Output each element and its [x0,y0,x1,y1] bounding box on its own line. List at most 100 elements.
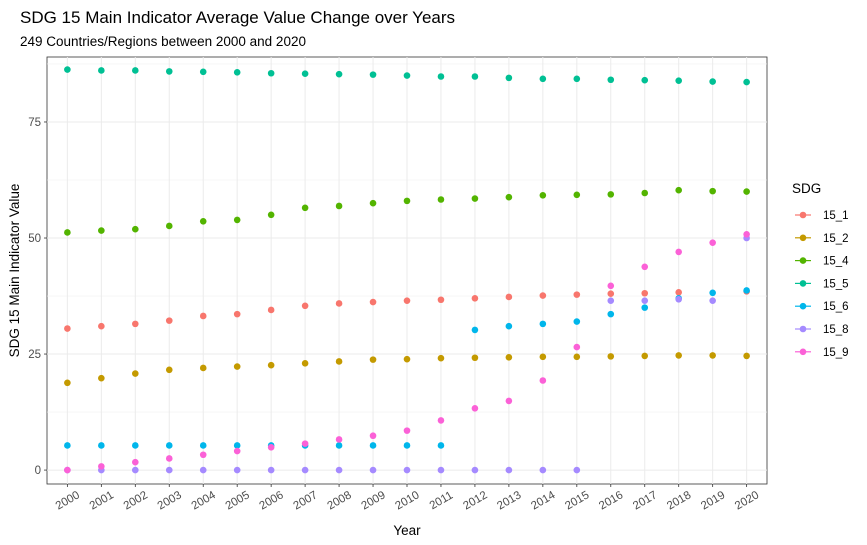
point-15_9 [539,377,547,384]
chart-subtitle: 249 Countries/Regions between 2000 and 2… [20,34,306,49]
point-15_5 [233,69,241,76]
point-15_1 [641,289,649,297]
point-15_2 [675,352,682,359]
point-15_1 [335,300,343,307]
point-15_8 [437,466,445,474]
point-15_5 [199,68,207,76]
point-15_1 [301,302,309,310]
point-15_6 [709,289,716,297]
point-15_4 [335,202,343,210]
x-tick-label: 2017 [631,489,659,512]
x-tick-label: 2016 [597,489,625,512]
point-15_6 [369,442,377,449]
point-15_2 [403,355,411,363]
y-tick-label: 0 [35,465,41,477]
point-15_8 [403,466,411,474]
chart-title: SDG 15 Main Indicator Average Value Chan… [20,8,455,27]
point-15_1 [233,310,241,318]
x-tick-label: 2002 [122,489,150,512]
point-15_4 [505,193,513,201]
point-15_8 [233,466,241,474]
point-15_9 [505,397,513,405]
point-15_8 [539,466,547,474]
point-15_4 [539,192,547,199]
point-15_4 [132,225,139,233]
point-15_4 [675,186,682,194]
point-15_5 [505,74,513,82]
point-15_9 [471,405,479,412]
point-15_4 [437,196,445,203]
point-15_4 [64,229,71,236]
point-15_4 [403,197,411,205]
point-15_8 [641,297,649,304]
x-tick-label: 2006 [258,489,286,512]
point-15_2 [607,353,615,360]
point-15_8 [505,466,513,474]
point-15_8 [675,295,682,303]
legend-label: 15_6 [823,301,849,313]
point-15_2 [437,354,445,362]
point-15_5 [267,69,275,77]
y-axis-title: SDG 15 Main Indicator Value [7,184,22,358]
point-15_6 [403,442,411,449]
point-15_1 [675,289,682,296]
point-15_2 [709,352,716,359]
x-tick-label: 2018 [665,489,693,512]
legend-label: 15_9 [823,347,849,359]
point-15_1 [369,298,377,306]
point-15_6 [743,287,750,294]
point-15_4 [233,216,241,224]
point-15_9 [64,466,71,474]
point-15_4 [709,187,716,195]
point-15_2 [199,364,207,372]
legend-key-point [799,211,807,219]
legend-label: 15_5 [823,278,849,290]
point-15_4 [471,195,479,202]
point-15_6 [199,442,207,449]
point-15_9 [743,230,750,238]
point-15_9 [709,239,716,246]
x-tick-label: 2000 [54,489,82,512]
point-15_1 [132,320,139,328]
x-axis-title: Year [393,523,421,538]
point-15_2 [471,354,479,362]
point-15_4 [641,189,649,197]
point-15_8 [369,466,377,474]
point-15_5 [369,71,377,78]
point-15_1 [98,322,105,330]
point-15_9 [641,263,649,271]
point-15_6 [165,442,173,449]
point-15_8 [607,297,615,304]
point-15_9 [335,436,343,443]
point-15_2 [335,358,343,365]
point-15_8 [471,466,479,474]
x-tick-label: 2005 [224,489,252,512]
x-tick-label: 2007 [292,489,320,512]
point-15_9 [403,427,411,434]
point-15_1 [607,290,615,298]
point-15_5 [607,76,615,84]
point-15_8 [132,466,139,474]
legend-label: 15_4 [823,256,849,268]
point-15_2 [539,353,547,361]
x-tick-label: 2011 [428,489,455,512]
point-15_5 [743,78,750,86]
point-15_8 [199,466,207,474]
point-15_2 [132,370,139,377]
point-15_2 [301,360,309,367]
point-15_2 [64,379,71,387]
point-15_9 [369,432,377,440]
x-tick-label: 2009 [359,489,387,512]
point-15_4 [199,218,207,225]
point-15_8 [573,466,581,474]
point-15_2 [165,366,173,374]
legend-key-point [799,280,807,287]
point-15_2 [233,363,241,370]
x-tick-label: 2019 [699,489,727,512]
point-15_5 [132,67,139,74]
point-15_1 [471,295,479,302]
point-15_5 [335,70,343,78]
point-15_2 [641,352,649,360]
point-15_1 [199,312,207,320]
